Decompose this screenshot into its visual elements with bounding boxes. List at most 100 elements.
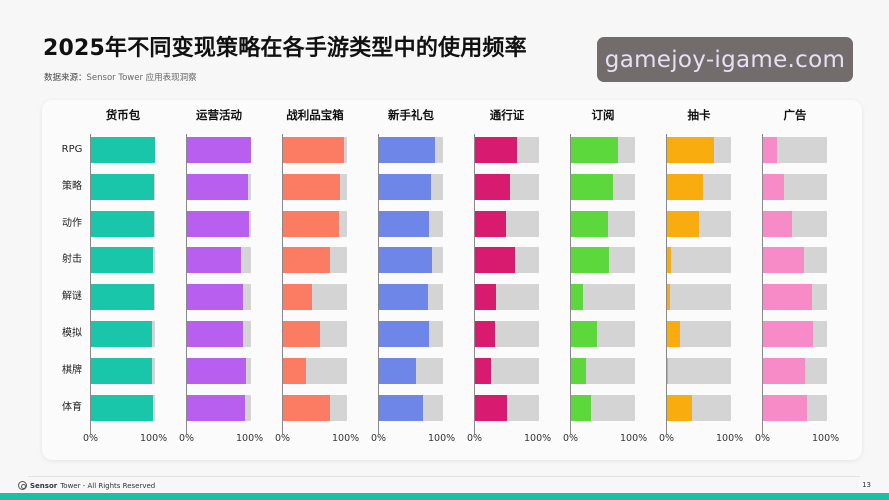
bar-track — [571, 247, 635, 274]
panel-title: 广告 — [783, 108, 807, 122]
bar-fill — [571, 284, 583, 311]
bar-fill — [283, 394, 330, 421]
axis-line — [570, 134, 572, 434]
bar-track — [91, 247, 155, 274]
watermark-badge: gamejoy-igame.com — [597, 37, 853, 82]
bar-track — [571, 284, 635, 311]
tick-label-0: 0% — [275, 433, 291, 444]
axis-line — [378, 134, 380, 434]
bar-track — [667, 357, 731, 384]
bar-track — [475, 247, 539, 274]
bar-track — [667, 210, 731, 237]
bar-track — [667, 173, 731, 200]
tick-label-0: 0% — [563, 433, 579, 444]
bar-track — [379, 394, 443, 421]
bar-track — [475, 357, 539, 384]
tick-label-100: 100% — [524, 433, 552, 444]
bar-fill — [187, 321, 244, 347]
chart-panel: 运营活动 0% 100% — [179, 100, 263, 460]
bar-track — [763, 137, 827, 163]
bar-track — [379, 173, 443, 200]
bar-fill — [475, 137, 517, 163]
chart-panel: 订阅 0% 100% — [563, 100, 647, 460]
footer-brand: Sensor — [30, 481, 58, 490]
row-label: 模拟 — [62, 328, 82, 339]
bar-fill — [667, 173, 703, 200]
bar-fill — [379, 210, 429, 237]
bar-track — [91, 321, 155, 347]
bar-track — [283, 321, 347, 347]
chart-panel: 抽卡 0% 100% — [659, 100, 743, 460]
bar-fill — [763, 357, 806, 384]
tick-label-100: 100% — [812, 433, 840, 444]
bar-track — [571, 173, 635, 200]
bar-fill — [571, 394, 591, 421]
bar-track — [187, 210, 251, 237]
bar-fill — [187, 394, 246, 421]
bar-track — [763, 394, 827, 421]
bar-fill — [283, 284, 312, 311]
footer: Sensor Tower - All Rights Reserved — [18, 481, 155, 490]
bar-track — [475, 173, 539, 200]
bar-fill — [667, 321, 680, 347]
bar-track — [379, 321, 443, 347]
bar-track — [571, 137, 635, 163]
bar-track — [667, 321, 731, 347]
bar-fill — [91, 247, 154, 274]
bar-fill — [475, 210, 506, 237]
panel-title: 抽卡 — [687, 108, 711, 122]
bar-fill — [379, 321, 429, 347]
chart-panel: 广告 0% 100% — [755, 100, 839, 460]
bar-fill — [283, 321, 321, 347]
bar-fill — [187, 284, 244, 311]
bar-track — [91, 357, 155, 384]
chart-panel: 通行证 0% 100% — [467, 100, 551, 460]
row-label: RPG — [61, 144, 83, 155]
row-label: 射击 — [62, 254, 82, 266]
footer-copyright: Tower - All Rights Reserved — [60, 481, 156, 490]
row-label: 体育 — [62, 401, 82, 413]
bar-fill — [91, 321, 153, 347]
bar-fill — [283, 137, 344, 163]
bar-track — [187, 321, 251, 347]
bar-fill — [475, 284, 497, 311]
bottom-accent-band — [0, 493, 889, 500]
bar-fill — [91, 284, 154, 311]
tick-label-0: 0% — [83, 433, 99, 444]
bar-fill — [763, 247, 804, 274]
tick-label-0: 0% — [179, 433, 195, 444]
bar-fill — [379, 357, 417, 384]
panel-title: 运营活动 — [196, 108, 242, 122]
bar-fill — [571, 321, 598, 347]
bar-fill — [379, 394, 423, 421]
bar-fill — [763, 284, 813, 311]
bar-track — [91, 137, 155, 163]
bar-track — [571, 394, 635, 421]
bar-fill — [283, 247, 330, 274]
bar-fill — [91, 137, 155, 163]
bar-fill — [667, 210, 699, 237]
bar-fill — [379, 247, 433, 274]
tick-label-0: 0% — [755, 433, 771, 444]
source-value: Sensor Tower 应用表现洞察 — [86, 73, 197, 83]
tick-label-100: 100% — [428, 433, 456, 444]
bar-fill — [187, 357, 246, 384]
bar-track — [379, 210, 443, 237]
bar-track — [475, 137, 539, 163]
bar-fill — [379, 284, 429, 311]
tick-label-100: 100% — [140, 433, 168, 444]
bar-fill — [475, 173, 511, 200]
bar-track — [91, 284, 155, 311]
tick-label-0: 0% — [371, 433, 387, 444]
bar-track — [379, 247, 443, 274]
panel-title: 新手礼包 — [388, 108, 434, 122]
page-number: 13 — [862, 481, 871, 489]
bar-fill — [571, 173, 613, 200]
bar-track — [283, 173, 347, 200]
bar-track — [187, 284, 251, 311]
bar-fill — [187, 210, 250, 237]
axis-line — [186, 134, 188, 434]
bar-fill — [187, 173, 249, 200]
chart-panel: 战利品宝箱 0% 100% — [275, 100, 359, 460]
bar-fill — [667, 357, 669, 384]
